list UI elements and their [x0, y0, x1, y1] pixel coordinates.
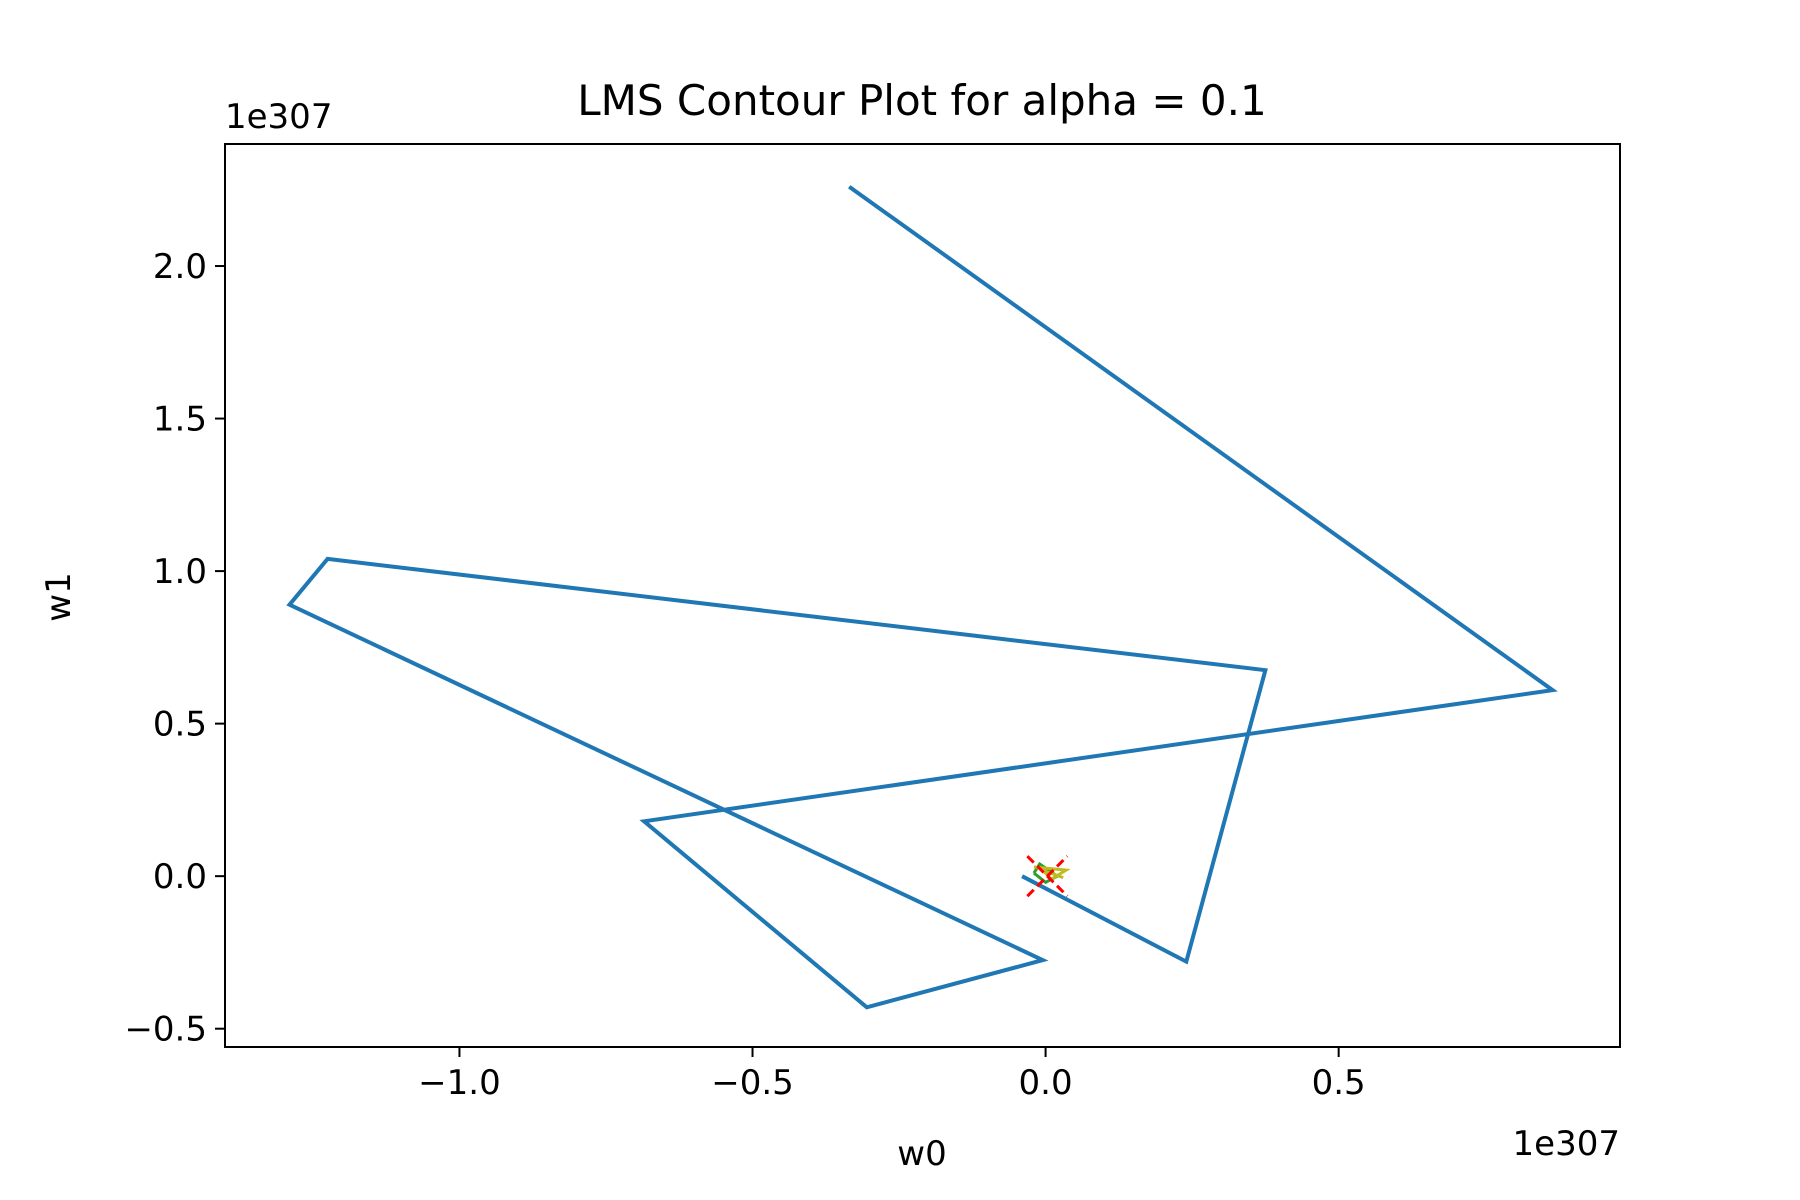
axes-frame: [224, 143, 1621, 1048]
x-axis-label: w0: [897, 1134, 946, 1174]
y-tick-label: 0.0: [153, 857, 207, 897]
y-offset-label: 1e307: [225, 97, 332, 137]
ticks: −1.0 −0.5 0.0 0.5 −0.5 0.0 0.5 1.0 1.5 2.0: [124, 247, 1365, 1103]
y-tick-label: 0.5: [153, 705, 207, 745]
x-offset-label: 1e307: [1513, 1124, 1620, 1164]
chart-title: LMS Contour Plot for alpha = 0.1: [577, 76, 1266, 125]
y-tick-label: 1.0: [153, 552, 207, 592]
x-tick-label: −1.0: [418, 1063, 501, 1103]
y-tick-label: 1.5: [153, 400, 207, 440]
y-axis-label: w1: [39, 572, 79, 621]
y-tick-label: 2.0: [153, 247, 207, 287]
plot-area: [286, 185, 1558, 1010]
series-line-0: [286, 185, 1558, 1010]
x-tick-label: 0.5: [1312, 1063, 1366, 1103]
x-tick-label: −0.5: [711, 1063, 794, 1103]
y-tick-label: −0.5: [124, 1010, 207, 1050]
marker-x-0: [1026, 855, 1069, 898]
x-tick-label: 0.0: [1019, 1063, 1073, 1103]
